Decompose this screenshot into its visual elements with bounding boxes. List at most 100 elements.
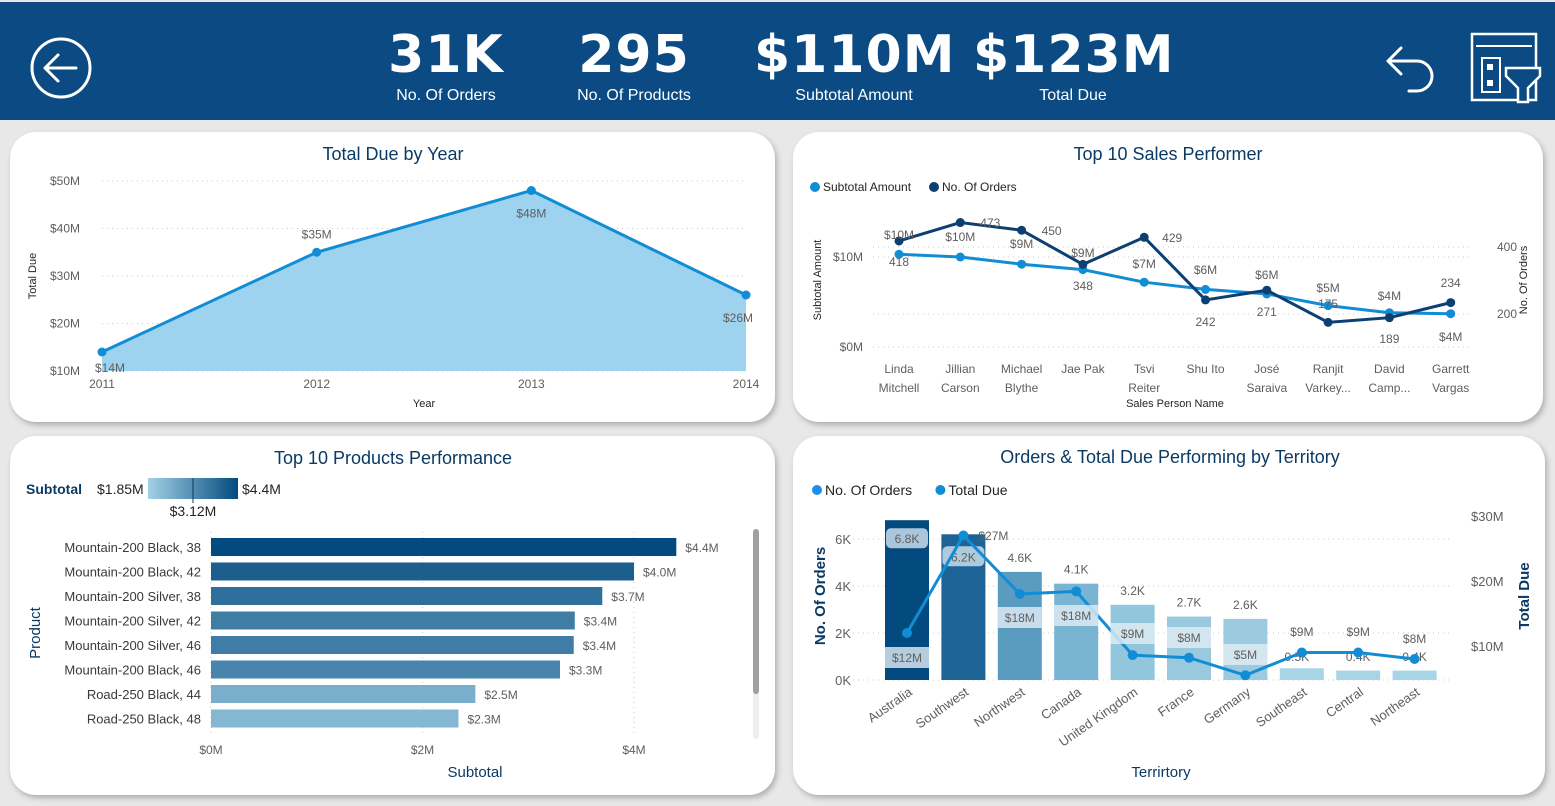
bar[interactable] bbox=[1054, 583, 1099, 680]
legend-marker bbox=[929, 182, 939, 192]
data-point[interactable] bbox=[1262, 285, 1272, 295]
x-tick-label: Central bbox=[1323, 684, 1366, 720]
total-due-by-year-chart: Total Due by Year $10M $20M $30M $40M $50M $14… bbox=[27, 144, 760, 410]
x-tick-label: Northwest bbox=[971, 684, 1028, 730]
data-point[interactable] bbox=[1184, 652, 1194, 663]
data-point[interactable] bbox=[1014, 589, 1025, 599]
x-axis-title: Subtotal bbox=[447, 764, 502, 781]
data-point[interactable] bbox=[1201, 295, 1210, 305]
total-due-data-label: $9M bbox=[1347, 625, 1370, 639]
bar[interactable] bbox=[1336, 670, 1381, 680]
series-line-subtotal bbox=[898, 252, 1451, 316]
kpi-products: 295 No. Of Products bbox=[534, 24, 734, 106]
bar-data-label: $3.3M bbox=[569, 664, 602, 678]
kpi-subtotal: $110M Subtotal Amount bbox=[754, 24, 954, 106]
bar[interactable] bbox=[1392, 670, 1437, 680]
data-point[interactable] bbox=[894, 249, 904, 259]
data-point[interactable] bbox=[958, 530, 969, 541]
x-tick-label: Jae Pak bbox=[1061, 362, 1105, 376]
bar[interactable] bbox=[211, 709, 459, 728]
x-tick-label: Canada bbox=[1038, 684, 1085, 723]
data-point[interactable] bbox=[526, 186, 536, 195]
x-tick-label: Varkey... bbox=[1305, 381, 1351, 395]
y-tick-label: 6K bbox=[835, 532, 851, 547]
x-tick-label: Southwest bbox=[913, 684, 972, 731]
total-due-data-label: $8M bbox=[1403, 632, 1426, 646]
x-tick-label: Northeast bbox=[1368, 684, 1423, 729]
filter-panel-icon[interactable] bbox=[1470, 32, 1544, 104]
legend-marker bbox=[935, 485, 946, 495]
bar[interactable] bbox=[211, 587, 603, 605]
data-point[interactable] bbox=[1446, 298, 1456, 308]
data-point[interactable] bbox=[1139, 232, 1149, 242]
data-point[interactable] bbox=[1323, 301, 1333, 311]
bar[interactable] bbox=[211, 660, 560, 679]
series-line-orders bbox=[898, 221, 1452, 324]
x-tick-label: Australia bbox=[865, 684, 916, 726]
data-point[interactable] bbox=[1323, 317, 1333, 327]
data-point[interactable] bbox=[894, 236, 904, 246]
line-label-box bbox=[1054, 605, 1099, 626]
data-point[interactable] bbox=[1201, 284, 1210, 294]
bar[interactable] bbox=[1167, 616, 1211, 680]
kpi-value: 295 bbox=[578, 25, 690, 85]
total-due-data-label: $5M bbox=[1234, 648, 1257, 662]
data-label: $26M bbox=[723, 311, 753, 325]
data-point[interactable] bbox=[1071, 586, 1082, 597]
data-point[interactable] bbox=[1127, 650, 1138, 661]
data-point[interactable] bbox=[312, 247, 322, 257]
orders-data-label: 189 bbox=[1379, 332, 1399, 346]
subtotal-data-label: $5M bbox=[1316, 281, 1339, 295]
data-point[interactable] bbox=[1409, 654, 1420, 664]
undo-arrow-icon[interactable] bbox=[1383, 40, 1439, 98]
bar-data-label: $3.4M bbox=[584, 615, 617, 629]
data-point[interactable] bbox=[1017, 225, 1027, 235]
data-point[interactable] bbox=[1384, 313, 1394, 323]
data-point[interactable] bbox=[1139, 277, 1149, 287]
territory-chart: Orders & Total Due Performing by Territo… bbox=[812, 447, 1533, 781]
x-tick-label: Mitchell bbox=[879, 381, 920, 395]
bar[interactable] bbox=[1279, 668, 1324, 680]
area-fill bbox=[102, 190, 746, 371]
data-point[interactable] bbox=[902, 628, 912, 638]
data-point[interactable] bbox=[1296, 647, 1307, 658]
bar[interactable] bbox=[211, 611, 575, 630]
chart-title: Total Due by Year bbox=[322, 144, 463, 164]
orders-data-label: 348 bbox=[1073, 279, 1093, 293]
y-tick-label: $50M bbox=[50, 174, 80, 188]
kpi-label: Total Due bbox=[1039, 87, 1107, 104]
line-label-box bbox=[1167, 627, 1211, 648]
bar[interactable] bbox=[211, 562, 634, 581]
data-point[interactable] bbox=[955, 218, 965, 228]
bar[interactable] bbox=[211, 685, 476, 703]
y-tick-label: Mountain-200 Silver, 42 bbox=[64, 614, 201, 629]
data-point[interactable] bbox=[955, 252, 965, 262]
subtotal-data-label: $10M bbox=[945, 230, 975, 244]
y-tick-label: Mountain-200 Silver, 38 bbox=[64, 589, 201, 604]
subtotal-data-label: $10M bbox=[884, 228, 914, 242]
y-axis-title: Total Due bbox=[27, 253, 39, 299]
data-point[interactable] bbox=[741, 290, 751, 300]
x-axis-title: Terrirtory bbox=[1131, 764, 1191, 781]
kpi-value: $110M bbox=[754, 25, 956, 85]
bar[interactable] bbox=[211, 636, 574, 654]
total-due-data-label: $9M bbox=[1290, 625, 1313, 639]
y-tick-label: Mountain-200 Black, 38 bbox=[64, 540, 201, 555]
y-tick-label: 0K bbox=[835, 673, 851, 688]
x-tick-label: Southeast bbox=[1253, 684, 1310, 730]
data-point[interactable] bbox=[1078, 259, 1088, 269]
data-point[interactable] bbox=[97, 347, 107, 357]
bar[interactable] bbox=[211, 538, 677, 556]
back-arrow-circle-icon[interactable] bbox=[28, 35, 94, 101]
data-point[interactable] bbox=[1240, 670, 1251, 681]
y-tick-label: Mountain-200 Black, 46 bbox=[64, 663, 201, 678]
data-point[interactable] bbox=[1353, 647, 1364, 658]
data-point[interactable] bbox=[1446, 309, 1456, 319]
x-tick-label: Michael bbox=[1001, 362, 1042, 376]
kpi-orders: 31K No. Of Orders bbox=[346, 24, 546, 106]
subtotal-data-label: $4M bbox=[1378, 289, 1401, 303]
data-point[interactable] bbox=[1017, 259, 1027, 269]
x-tick-label: Reiter bbox=[1128, 381, 1160, 395]
scrollbar-thumb[interactable] bbox=[753, 529, 759, 694]
data-label: $35M bbox=[302, 227, 332, 241]
